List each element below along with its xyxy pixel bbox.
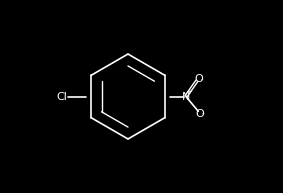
Text: -: - (202, 111, 205, 117)
Text: O: O (196, 109, 204, 119)
Text: +: + (186, 89, 192, 95)
Text: Cl: Cl (56, 91, 67, 102)
Text: -: - (201, 76, 203, 82)
Text: O: O (194, 74, 203, 84)
Text: N: N (182, 91, 190, 102)
